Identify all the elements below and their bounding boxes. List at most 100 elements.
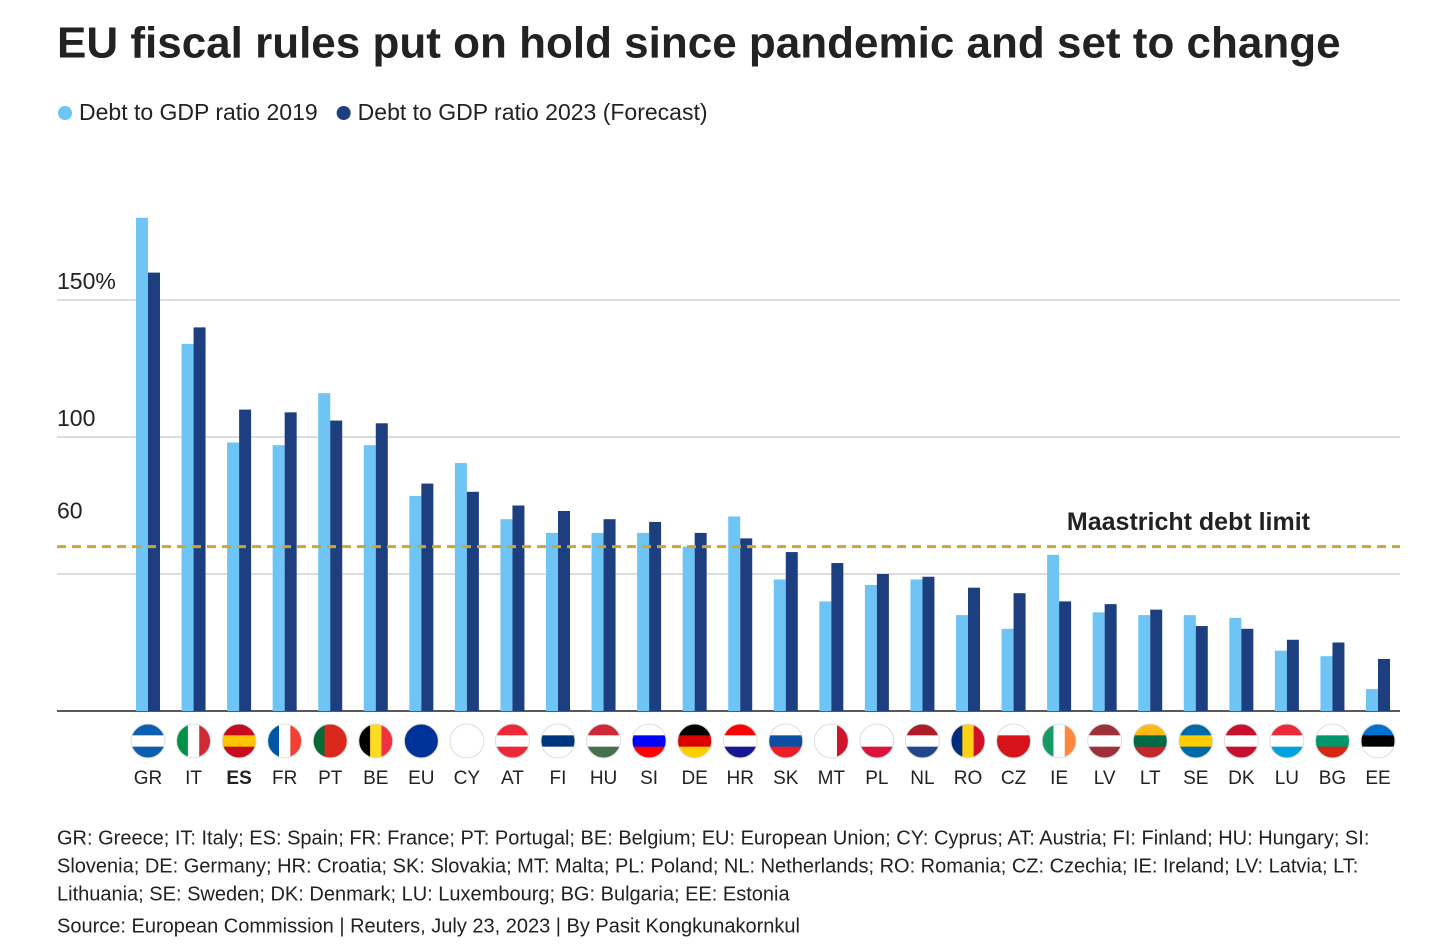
flag-border: [540, 723, 576, 759]
bar: [603, 519, 616, 711]
bar: [831, 563, 844, 711]
bar: [454, 463, 467, 711]
x-tick-label: EE: [1365, 768, 1390, 789]
flag-border: [1087, 723, 1123, 759]
x-tick-label: FR: [272, 768, 297, 789]
bar: [1138, 615, 1151, 711]
flag-stripe: [290, 724, 302, 758]
flag: [267, 724, 302, 758]
x-tick-label: MT: [818, 768, 846, 789]
flag: [541, 724, 575, 758]
footnote: GR: Greece; IT: Italy; ES: Spain; FR: Fr…: [57, 827, 1369, 849]
y-tick-label: 100: [57, 405, 95, 431]
footnote: Lithuania; SE: Sweden; DK: Denmark; LU: …: [57, 883, 790, 905]
x-tick-label: HU: [590, 768, 617, 789]
flag-border: [267, 723, 303, 759]
flag-stripe: [222, 746, 257, 758]
flag-border: [813, 723, 849, 759]
flag-stripe: [358, 724, 371, 758]
bar: [363, 445, 376, 711]
x-tick-label: BE: [363, 768, 388, 789]
flag: [1087, 724, 1122, 758]
x-tick-label: CY: [454, 768, 481, 789]
flag-border: [130, 723, 166, 759]
bar: [1366, 689, 1378, 711]
flag-border: [631, 723, 667, 759]
flag-border: [1178, 723, 1214, 759]
flag: [222, 724, 257, 758]
flag-stripe: [1315, 735, 1350, 748]
bar: [956, 615, 968, 711]
bar: [330, 420, 343, 711]
bar: [375, 423, 388, 711]
flag: [495, 724, 530, 758]
bar: [181, 343, 194, 711]
flag-border: [449, 723, 485, 759]
flag-stripe: [131, 735, 165, 748]
flag-stripe: [1178, 724, 1213, 736]
x-tick-label: EU: [408, 768, 434, 789]
flag-stripe: [1269, 735, 1304, 748]
flag-stripe: [996, 746, 1031, 758]
flag-stripe: [859, 746, 894, 758]
flag-stripe: [905, 735, 940, 748]
bar: [1320, 656, 1333, 711]
bar: [1104, 604, 1117, 711]
bar: [740, 538, 753, 711]
bar: [227, 442, 240, 711]
flag: [723, 724, 758, 758]
flag-stripe: [1133, 724, 1168, 736]
y-tick-label: 150%: [57, 268, 116, 294]
flag-stripe: [632, 746, 667, 758]
bar: [910, 579, 923, 711]
flag-stripe: [1178, 735, 1213, 748]
flag-stripe: [1133, 735, 1168, 748]
flag-stripe: [1269, 724, 1304, 736]
flag-stripe: [723, 746, 758, 758]
flag: [1133, 724, 1168, 758]
flag-stripe: [1315, 724, 1350, 736]
flag-stripe: [996, 724, 1031, 736]
flag-stripe: [1087, 746, 1122, 758]
flag-stripe: [1087, 735, 1122, 748]
legend-marker: [58, 106, 72, 120]
flag: [1178, 724, 1213, 758]
flag-stripe: [370, 724, 382, 758]
x-tick-label: DK: [1228, 768, 1255, 789]
flag: [586, 724, 621, 758]
flag: [1361, 724, 1395, 758]
flag-stripe: [1361, 735, 1395, 748]
flag-stripe: [586, 724, 621, 736]
bar: [1332, 642, 1345, 711]
flag: [176, 724, 211, 758]
flag-stripe: [541, 746, 575, 758]
x-tick-label: PL: [865, 768, 888, 789]
flag: [449, 724, 484, 758]
flag: [1315, 724, 1350, 758]
bar: [1286, 639, 1299, 711]
flag-stripe: [768, 724, 803, 736]
bar: [500, 519, 513, 711]
bar: [1183, 615, 1196, 711]
flag-stripe: [1361, 746, 1395, 758]
flag: [677, 724, 712, 758]
flag-stripe: [324, 724, 337, 758]
flag-border: [859, 723, 895, 759]
flag-stripe: [541, 724, 575, 736]
flag-stripe: [768, 746, 803, 758]
flag-border: [176, 723, 212, 759]
x-tick-label: CZ: [1001, 768, 1027, 789]
bar: [922, 576, 935, 711]
bar: [1150, 609, 1163, 711]
flag: [313, 724, 348, 758]
bar: [1001, 628, 1014, 711]
x-tick-label: AT: [501, 768, 524, 789]
bar: [136, 217, 148, 712]
x-tick-label: LV: [1094, 768, 1116, 789]
flag-border: [950, 723, 986, 759]
flag-border: [904, 723, 940, 759]
flag: [1269, 724, 1304, 758]
bar: [591, 532, 604, 711]
reference-label: Maastricht debt limit: [1067, 508, 1311, 536]
flag-stripe: [131, 746, 165, 758]
